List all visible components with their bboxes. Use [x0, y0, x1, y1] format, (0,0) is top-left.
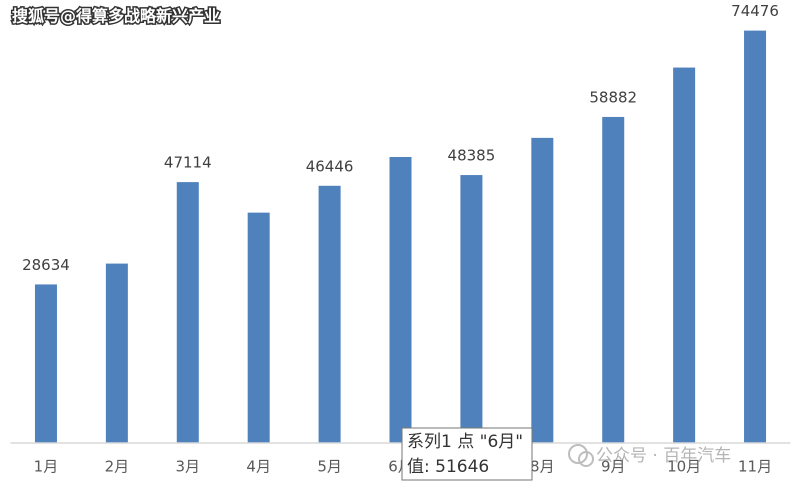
- tooltip-value: 值: 51646: [407, 457, 489, 477]
- bar: [176, 182, 199, 443]
- x-tick-label: 3月: [175, 458, 200, 476]
- watermark: 公众号 · 百年汽车: [596, 446, 731, 466]
- bar: [34, 284, 57, 443]
- data-label: 46446: [306, 157, 354, 175]
- x-tick-label: 2月: [105, 458, 130, 476]
- x-tick-label: 4月: [246, 458, 271, 476]
- data-label: 28634: [22, 256, 70, 274]
- bar: [460, 175, 483, 444]
- bar: [389, 157, 412, 444]
- watermark-icon: [568, 444, 588, 464]
- data-label: 48385: [448, 147, 496, 165]
- bar: [531, 137, 554, 444]
- bar: [602, 116, 625, 444]
- data-label: 58882: [589, 88, 637, 106]
- tooltip: 系列1 点 "6月" 值: 51646: [401, 427, 533, 481]
- watermark-icon: [578, 451, 594, 467]
- x-tick-label: 5月: [317, 458, 342, 476]
- tooltip-box: [401, 427, 533, 481]
- bar: [744, 30, 767, 444]
- data-label: 47114: [164, 154, 212, 172]
- data-label: 74476: [731, 2, 779, 20]
- x-tick-label: 11月: [738, 458, 772, 476]
- bar: [318, 185, 341, 443]
- x-tick-label: 1月: [34, 458, 59, 476]
- watermark: 搜狐号@得算多战略新兴产业: [12, 7, 220, 26]
- bar: [247, 212, 270, 443]
- x-tick-label: 9月: [601, 458, 626, 476]
- bar: [673, 67, 696, 444]
- bar: [105, 263, 128, 443]
- x-tick-label: 8月: [530, 458, 555, 476]
- x-tick-label: 10月: [667, 458, 701, 476]
- watermark-bottom: 公众号 · 百年汽车: [568, 444, 731, 467]
- tooltip-title: 系列1 点 "6月": [407, 432, 523, 452]
